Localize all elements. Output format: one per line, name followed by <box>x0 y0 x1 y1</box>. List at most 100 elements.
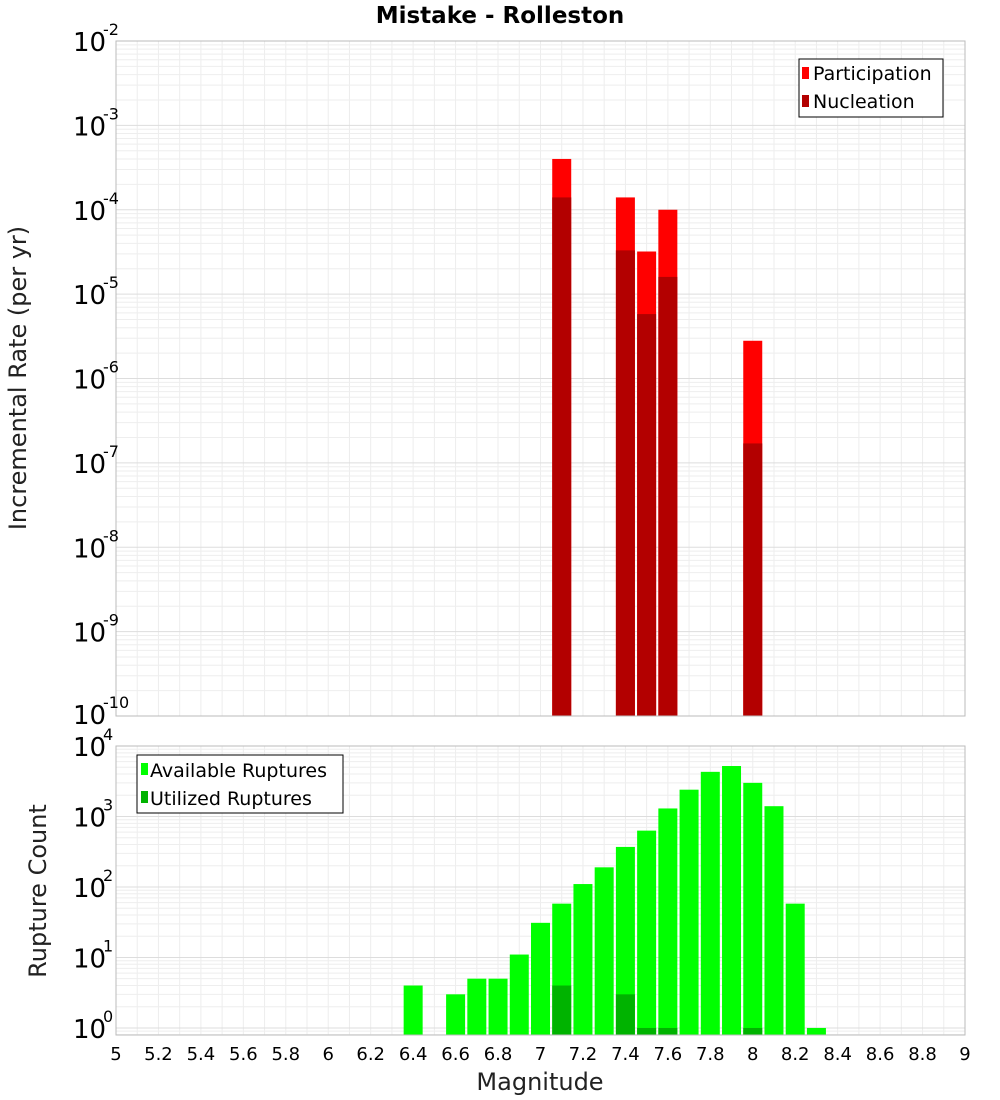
y-tick-base: 10 <box>73 450 106 480</box>
chart-title: Mistake - Rolleston <box>376 3 625 29</box>
bottom-legend: Available Ruptures Utilized Ruptures <box>136 754 344 814</box>
y-tick-10e-6: 10-6 <box>73 358 119 396</box>
x-tick-7.6: 7.6 <box>654 1044 683 1065</box>
y-tick-10e0: 100 <box>73 1007 113 1045</box>
top-legend-box <box>798 58 944 118</box>
bar-available-ruptures-8.2 <box>785 903 805 1035</box>
y-tick-exponent: -7 <box>103 442 119 461</box>
x-tick-6.2: 6.2 <box>356 1044 385 1065</box>
x-tick-8.6: 8.6 <box>866 1044 895 1065</box>
y-tick-10e-5: 10-5 <box>73 273 119 311</box>
x-tick-6: 6 <box>323 1044 334 1065</box>
x-tick-6.8: 6.8 <box>484 1044 513 1065</box>
y-tick-10e1: 101 <box>73 936 113 974</box>
bar-available-ruptures-6.6 <box>446 994 466 1035</box>
bar-available-ruptures-7.9 <box>722 766 742 1035</box>
top-plot-frame <box>115 40 966 717</box>
bar-available-ruptures-7.3 <box>594 867 614 1035</box>
x-tick-6.6: 6.6 <box>441 1044 470 1065</box>
x-tick-8.8: 8.8 <box>908 1044 937 1065</box>
legend-label-available: Available Ruptures <box>150 760 327 782</box>
top-gridlines <box>115 41 966 717</box>
legend-swatch-participation <box>802 67 809 79</box>
bar-available-ruptures-7.6 <box>658 808 678 1035</box>
x-tick-5.4: 5.4 <box>187 1044 216 1065</box>
legend-label-nucleation: Nucleation <box>813 91 915 113</box>
x-tick-8.2: 8.2 <box>781 1044 810 1065</box>
bar-nucleation-7.5 <box>637 314 657 716</box>
y-tick-exponent: 0 <box>103 1007 113 1026</box>
bar-utilized-ruptures-7.5 <box>637 1027 657 1035</box>
bar-available-ruptures-8 <box>743 782 763 1035</box>
legend-swatch-utilized <box>141 791 148 803</box>
x-tick-8.4: 8.4 <box>823 1044 852 1065</box>
bar-available-ruptures-6.7 <box>467 978 487 1035</box>
y-tick-exponent: -5 <box>103 273 119 292</box>
y-tick-exponent: -3 <box>103 104 119 123</box>
y-tick-base: 10 <box>73 803 106 833</box>
bar-nucleation-7.6 <box>658 276 678 716</box>
legend-label-participation: Participation <box>813 63 932 85</box>
x-tick-5.6: 5.6 <box>229 1044 258 1065</box>
x-tick-7: 7 <box>535 1044 546 1065</box>
y-tick-base: 10 <box>73 112 106 142</box>
y-tick-10e-4: 10-4 <box>73 189 119 227</box>
x-tick-5: 5 <box>110 1044 121 1065</box>
bar-utilized-ruptures-7.1 <box>552 985 572 1035</box>
y-tick-base: 10 <box>73 281 106 311</box>
x-tick-9: 9 <box>959 1044 970 1065</box>
bar-nucleation-8 <box>743 443 763 716</box>
bar-utilized-ruptures-7.6 <box>658 1027 678 1035</box>
y-tick-10e-8: 10-8 <box>73 526 119 564</box>
bar-available-ruptures-6.9 <box>509 954 529 1035</box>
bottom-y-axis-label: Rupture Count <box>24 804 52 978</box>
x-tick-5.8: 5.8 <box>271 1044 300 1065</box>
bar-available-ruptures-6.4 <box>403 985 423 1035</box>
y-tick-exponent: 1 <box>103 936 113 955</box>
legend-swatch-available <box>141 763 148 775</box>
y-tick-10e-9: 10-9 <box>73 611 119 649</box>
y-tick-base: 10 <box>73 534 106 564</box>
x-tick-5.2: 5.2 <box>144 1044 173 1065</box>
y-tick-base: 10 <box>73 874 106 904</box>
y-tick-base: 10 <box>73 701 106 731</box>
y-tick-exponent: -10 <box>103 693 129 712</box>
bottom-bars <box>403 766 826 1035</box>
top-legend: Participation Nucleation <box>798 58 944 118</box>
bar-nucleation-7.1 <box>552 197 572 717</box>
y-tick-base: 10 <box>73 28 106 58</box>
bottom-legend-box <box>136 754 344 814</box>
bar-available-ruptures-6.8 <box>488 978 508 1035</box>
bar-available-ruptures-7 <box>531 922 550 1035</box>
y-tick-10e-7: 10-7 <box>73 442 119 480</box>
y-tick-10e3: 103 <box>73 795 113 833</box>
y-tick-exponent: 4 <box>103 725 113 744</box>
x-tick-8: 8 <box>747 1044 758 1065</box>
bar-available-ruptures-7.7 <box>679 789 699 1035</box>
top-y-axis-label: Incremental Rate (per yr) <box>4 226 32 530</box>
legend-swatch-nucleation <box>802 95 809 107</box>
y-tick-10e-10: 10-10 <box>73 693 129 731</box>
x-tick-6.4: 6.4 <box>399 1044 428 1065</box>
x-tick-labels: 5 5.2 5.4 5.6 5.8 6 6.2 6.4 6.6 6.8 7 7.2 7.4 7.6 7.8 8… <box>110 1044 970 1065</box>
bar-nucleation-7.4 <box>615 250 635 717</box>
x-tick-7.8: 7.8 <box>696 1044 725 1065</box>
y-tick-base: 10 <box>73 733 106 763</box>
top-y-tick-labels: 10-210-310-410-510-610-710-810-910-10 <box>73 20 129 731</box>
bar-available-ruptures-8.3 <box>806 1027 826 1035</box>
x-tick-7.4: 7.4 <box>611 1044 640 1065</box>
y-tick-exponent: -8 <box>103 526 119 545</box>
bar-utilized-ruptures-8 <box>743 1027 763 1035</box>
y-tick-exponent: 3 <box>103 795 113 814</box>
x-axis-label: Magnitude <box>476 1068 603 1096</box>
legend-label-utilized: Utilized Ruptures <box>150 788 312 810</box>
y-tick-base: 10 <box>73 366 106 396</box>
y-tick-10e-3: 10-3 <box>73 104 119 142</box>
y-tick-10e-2: 10-2 <box>73 20 119 58</box>
y-tick-10e4: 104 <box>73 725 113 763</box>
bar-available-ruptures-7.8 <box>700 771 720 1035</box>
bar-available-ruptures-7.2 <box>573 884 593 1035</box>
y-tick-exponent: -9 <box>103 611 119 630</box>
y-tick-base: 10 <box>73 197 106 227</box>
